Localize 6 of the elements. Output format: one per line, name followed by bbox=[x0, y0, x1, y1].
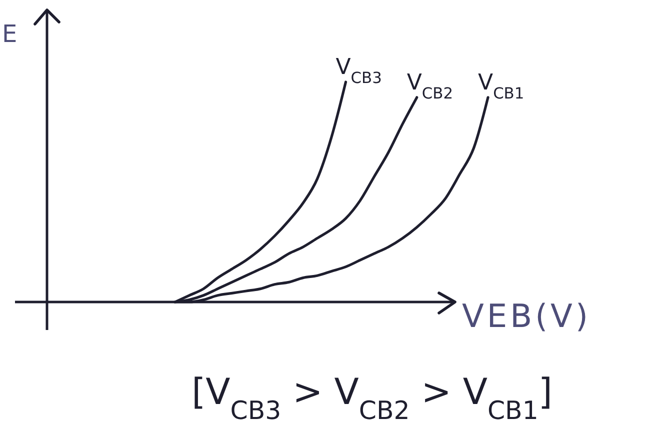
x-axis-title: VEB(V) bbox=[462, 297, 591, 335]
series-label: V$_{CB3}$ bbox=[336, 55, 382, 87]
y-axis-title: E bbox=[2, 20, 18, 48]
series-label: V$_{CB2}$ bbox=[406, 70, 454, 102]
text: [V$_{CB3}$ > V$_{CB2}$ > V$_{CB1}$] bbox=[192, 372, 552, 424]
series-label: V$_{CB1}$ bbox=[478, 70, 524, 102]
